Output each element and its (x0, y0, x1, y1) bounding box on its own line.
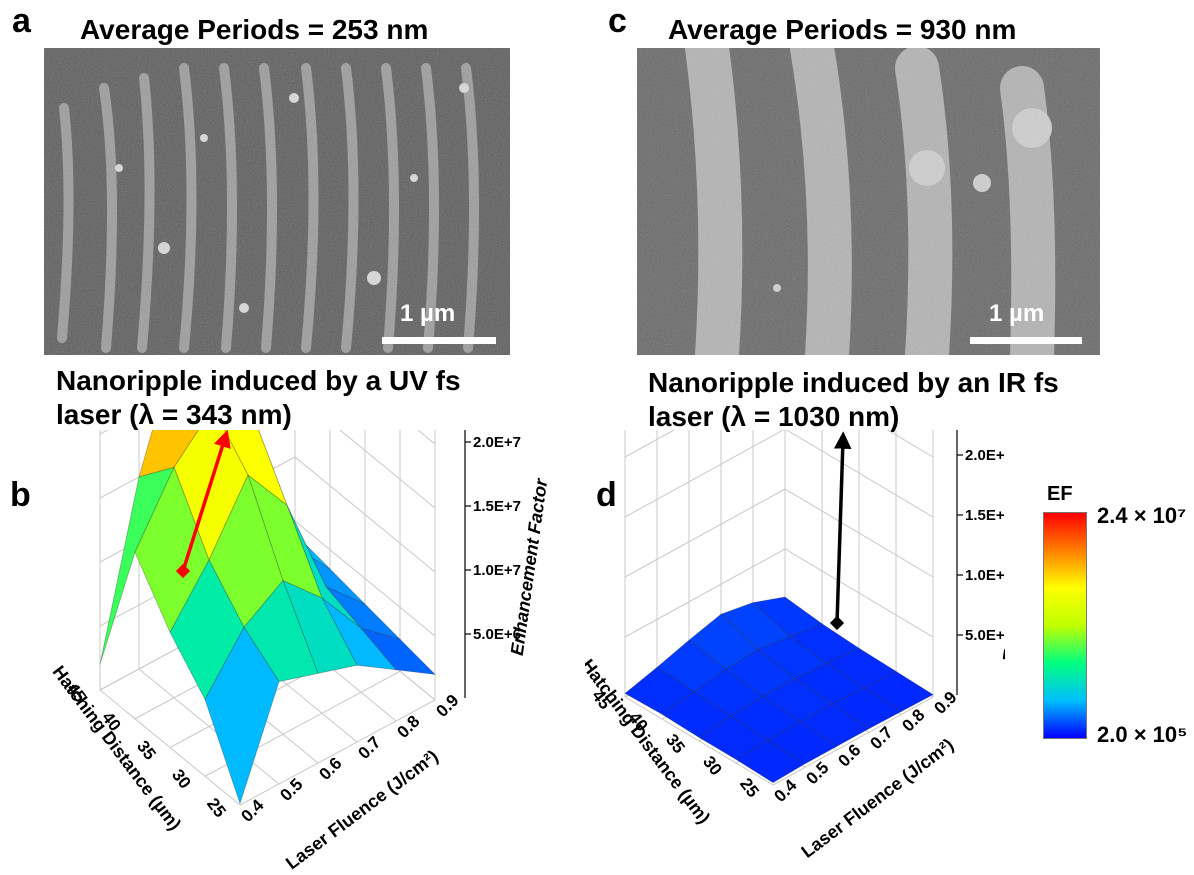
x-tick-label: 0.9 (432, 691, 462, 721)
panel-label-d: d (596, 476, 617, 514)
panel-a-caption: Nanoripple induced by a UV fs laser (λ =… (56, 364, 461, 432)
annotation-arrow (181, 430, 231, 572)
z-tick-label: 1.5E+7 (965, 507, 1005, 524)
colorbar-max-label: 2.4 × 10⁷ (1097, 503, 1187, 528)
sem-image-c: 1 µm (637, 26, 1100, 377)
scalebar-label-a: 1 µm (400, 300, 456, 327)
z-tick-label: 5.0E+6 (473, 626, 521, 643)
x-tick-label: 0.9 (930, 688, 960, 718)
z-tick-label: 5.0E+6 (965, 627, 1005, 644)
panel-label-b: b (10, 476, 31, 514)
z-tick-label: 1.0E+7 (965, 567, 1005, 584)
y-axis-label: Hatching Distance (µm) (49, 662, 186, 834)
panel-c-title: Average Periods = 930 nm (668, 14, 1017, 45)
colorbar-title: EF (1047, 483, 1073, 505)
z-tick-label: 1.5E+7 (473, 498, 521, 515)
panel-label-a: a (12, 2, 31, 40)
y-tick-label: 30 (168, 766, 195, 793)
surface-patch (735, 740, 806, 784)
floor-grid-line (772, 696, 934, 786)
surface-patch (243, 579, 319, 683)
surface-patch (831, 687, 902, 730)
z-tick-label: 2.0E+7 (965, 447, 1005, 464)
y-tick-label: 30 (699, 752, 726, 779)
surface-plot-d: 5.0E+61.0E+71.5E+72.0E+72.5E+7Enhancemen… (585, 430, 1005, 862)
scalebar-c (970, 337, 1082, 344)
floor-grid-line (239, 699, 436, 806)
wall-grid-line (624, 430, 934, 458)
x-tick-label: 0.8 (393, 712, 423, 742)
x-tick-label: 0.7 (354, 733, 384, 763)
surface-patch (169, 559, 245, 701)
panel-label-c: c (608, 2, 627, 40)
z-tick-label: 2.0E+7 (473, 434, 521, 451)
colorbar-min-label: 2.0 × 10⁵ (1097, 722, 1188, 747)
surface-patch (698, 715, 769, 760)
peak-marker (175, 563, 191, 579)
z-tick-label: 1.0E+7 (473, 562, 521, 579)
panel-c-caption-line2: laser (λ = 1030 nm) (648, 401, 900, 432)
surface-patch (725, 648, 796, 697)
y-tick-label: 25 (736, 774, 763, 801)
panel-a-caption-line2: laser (λ = 343 nm) (56, 399, 292, 430)
x-tick-label: 0.5 (276, 775, 306, 805)
x-axis-label: Laser Fluence (J/cm²) (282, 746, 442, 873)
panel-a-title: Average Periods = 253 nm (80, 14, 429, 45)
surface-patch (799, 703, 870, 747)
scalebar-label-c: 1 µm (989, 300, 1045, 327)
annotation-arrow (833, 431, 852, 624)
peak-marker (829, 615, 845, 631)
wall-grid-line (624, 488, 934, 578)
wall-grid-line (624, 430, 934, 518)
surface-patch (693, 668, 764, 717)
surface-patch (656, 639, 727, 693)
colorbar (1043, 512, 1087, 739)
panel-c-caption-line1: Nanoripple induced by an IR fs (648, 367, 1059, 398)
surface-plot-b: 5.0E+61.0E+71.5E+72.0E+72.5E+7Enhancemen… (49, 430, 551, 873)
panel-a-caption-line1: Nanoripple induced by a UV fs (56, 365, 461, 396)
x-tick-label: 0.6 (315, 754, 345, 784)
y-tick-label: 25 (203, 794, 230, 821)
panel-c-caption: Nanoripple induced by an IR fs laser (λ … (648, 366, 1059, 434)
scalebar-a (382, 337, 496, 344)
sem-image-a: 1 µm (44, 48, 510, 355)
surface-patch (661, 691, 732, 738)
surface-patch (204, 626, 280, 805)
x-tick-label: 0.4 (237, 795, 268, 826)
